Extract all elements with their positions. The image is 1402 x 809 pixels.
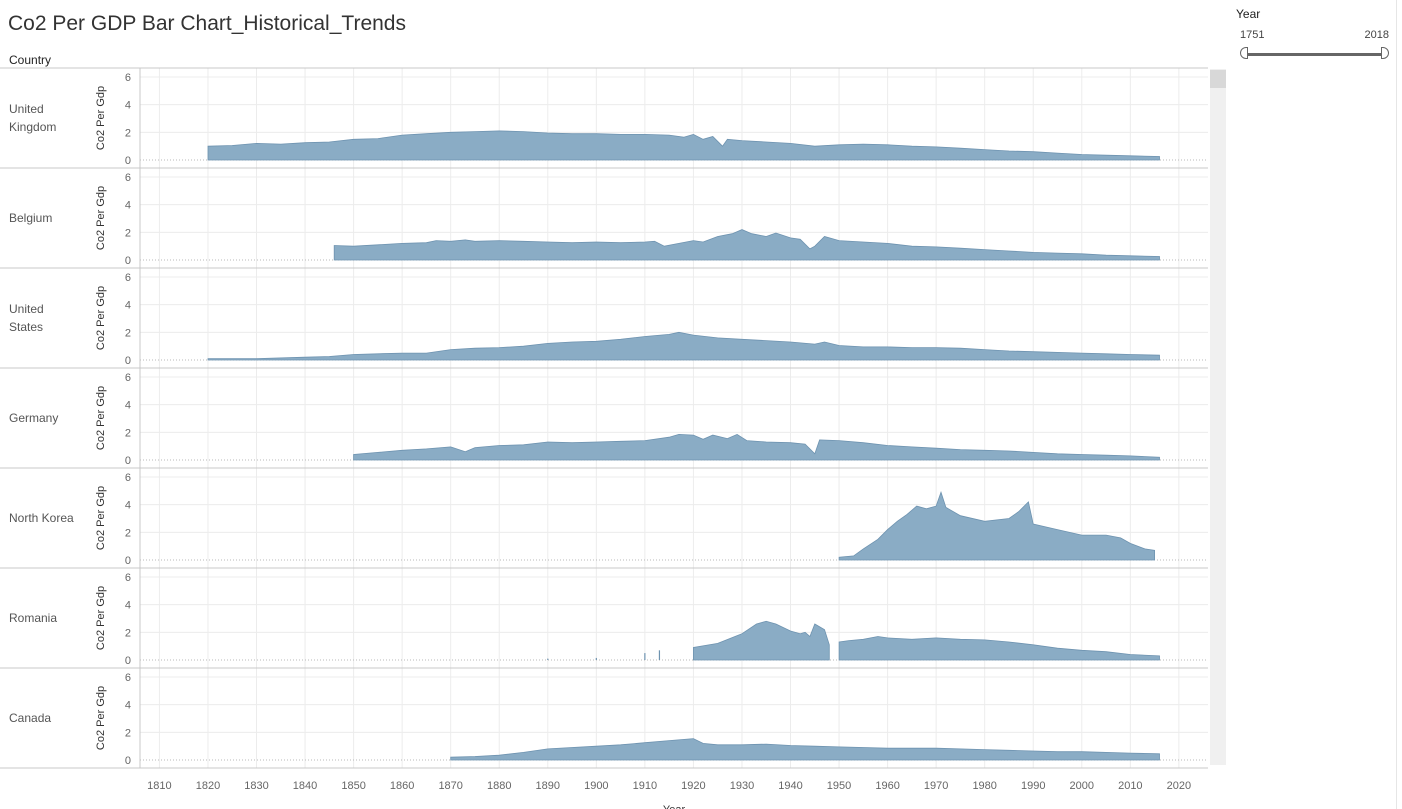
country-column-header: Country [9,53,52,67]
x-tick-label: 1910 [633,780,657,792]
x-tick-label: 1810 [147,780,171,792]
y-tick-label: 2 [125,627,131,639]
x-tick-label: 1890 [536,780,560,792]
y-tick-label: 2 [125,727,131,739]
y-axis-title: Co2 Per Gdp [95,386,107,450]
y-tick-label: 2 [125,227,131,239]
y-tick-label: 6 [125,572,131,584]
y-axis-title: Co2 Per Gdp [95,486,107,550]
area-series-united-states [207,331,1160,361]
year-slider-min-handle[interactable] [1240,47,1248,59]
x-tick-label: 1830 [244,780,268,792]
country-label: North Korea [9,511,74,525]
y-tick-label: 4 [125,700,131,712]
y-tick-label: 6 [125,672,131,684]
y-tick-label: 0 [125,355,131,367]
y-tick-label: 6 [125,72,131,84]
y-tick-label: 0 [125,555,131,567]
x-tick-label: 1840 [293,780,317,792]
country-label: United [9,102,44,116]
x-tick-label: 1980 [972,780,996,792]
year-filter-min-label: 1751 [1240,29,1265,41]
country-label: Belgium [9,211,52,225]
x-tick-label: 2010 [1118,780,1142,792]
country-label: States [9,320,43,334]
y-tick-label: 0 [125,655,131,667]
area-series-germany [353,433,1160,461]
y-tick-label: 6 [125,272,131,284]
country-label: Romania [9,611,57,625]
y-tick-label: 2 [125,127,131,139]
area-series-north-korea [838,490,1155,561]
y-tick-label: 2 [125,527,131,539]
x-axis-title: Year [663,804,686,809]
y-tick-label: 4 [125,100,131,112]
x-tick-label: 1870 [438,780,462,792]
y-tick-label: 6 [125,372,131,384]
x-tick-label: 1950 [827,780,851,792]
y-tick-label: 0 [125,255,131,267]
x-tick-label: 1820 [196,780,220,792]
country-label: United [9,302,44,316]
y-tick-label: 4 [125,400,131,412]
divider [1396,0,1397,809]
y-tick-label: 0 [125,755,131,767]
y-tick-label: 4 [125,200,131,212]
y-tick-label: 6 [125,472,131,484]
x-tick-label: 1920 [681,780,705,792]
country-label: Germany [9,411,58,425]
y-axis-title: Co2 Per Gdp [95,686,107,750]
country-label: Kingdom [9,120,56,134]
y-tick-label: 4 [125,300,131,312]
y-tick-label: 0 [125,455,131,467]
year-slider-max-handle[interactable] [1381,47,1389,59]
y-axis-title: Co2 Per Gdp [95,286,107,350]
area-series-romania [693,620,830,661]
scrollbar-thumb[interactable] [1210,70,1226,88]
x-tick-label: 1930 [730,780,754,792]
x-tick-label: 1970 [924,780,948,792]
y-tick-label: 4 [125,500,131,512]
y-axis-title: Co2 Per Gdp [95,186,107,250]
x-tick-label: 2000 [1070,780,1094,792]
area-series-belgium [333,229,1160,261]
year-filter-title: Year [1236,7,1261,21]
x-tick-label: 1880 [487,780,511,792]
x-tick-label: 1960 [875,780,899,792]
x-tick-label: 1990 [1021,780,1045,792]
y-tick-label: 2 [125,327,131,339]
vertical-scrollbar[interactable] [1210,69,1226,765]
x-tick-label: 2020 [1167,780,1191,792]
y-tick-label: 2 [125,427,131,439]
x-tick-label: 1850 [341,780,365,792]
year-slider-track[interactable] [1244,53,1386,56]
year-filter: Year 1751 2018 [1236,7,1392,67]
year-filter-max-label: 2018 [1364,29,1389,41]
y-tick-label: 0 [125,155,131,167]
country-label: Canada [9,711,51,725]
x-tick-label: 1940 [778,780,802,792]
x-tick-label: 1860 [390,780,414,792]
area-series-united-kingdom [207,130,1160,161]
y-tick-label: 6 [125,172,131,184]
y-tick-label: 4 [125,600,131,612]
area-series-canada [450,738,1160,761]
y-axis-title: Co2 Per Gdp [95,586,107,650]
area-series-romania [838,636,1160,661]
y-axis-title: Co2 Per Gdp [95,86,107,150]
x-tick-label: 1900 [584,780,608,792]
page-title: Co2 Per GDP Bar Chart_Historical_Trends [8,12,406,35]
